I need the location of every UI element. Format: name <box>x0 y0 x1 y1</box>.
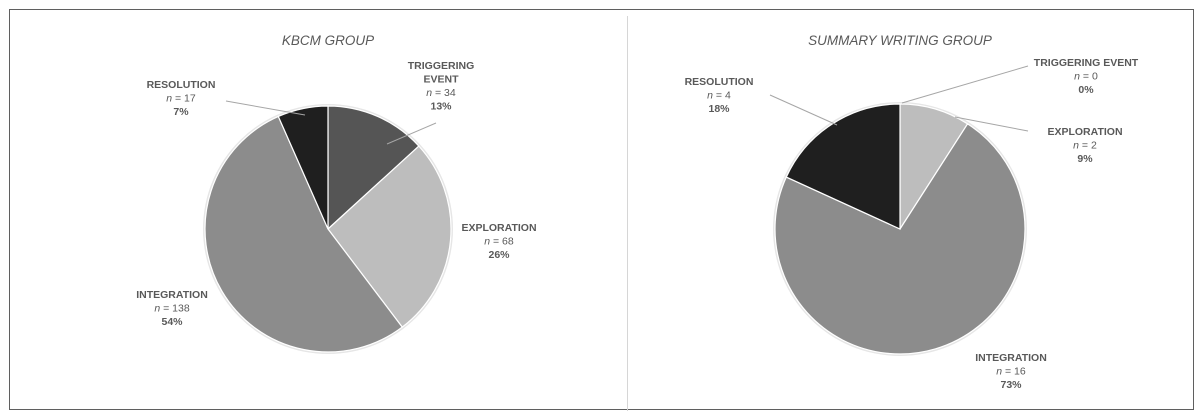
slice-category-label: TRIGGERING EVENT <box>1034 57 1139 69</box>
slice-label: RESOLUTION n = 418% <box>685 76 754 115</box>
n-value: = 17 <box>172 93 196 105</box>
n-symbol: n <box>996 366 1002 378</box>
slice-category-label: INTEGRATION <box>975 352 1047 364</box>
slice-percent-label: 9% <box>1077 153 1093 165</box>
summary-writing-pie-chart: SUMMARY WRITING GROUP TRIGGERING EVENT n =… <box>685 33 1139 391</box>
slice-percent-label: 18% <box>708 103 730 115</box>
slice-category-label: TRIGGERING <box>408 60 475 72</box>
slice-category-label: RESOLUTION <box>685 76 754 88</box>
n-symbol: n <box>166 93 172 105</box>
n-value: = 138 <box>160 303 190 315</box>
slice-category-label: INTEGRATION <box>136 289 208 301</box>
slice-percent-label: 7% <box>173 106 189 118</box>
pie-slice-triggering-event <box>327 105 420 231</box>
slice-count-label: n = 0 <box>1074 71 1098 83</box>
leader-line <box>769 94 838 126</box>
pie-slice-integration <box>204 115 404 353</box>
panel-divider <box>627 16 628 411</box>
slice-percent-label: 73% <box>1000 379 1022 391</box>
chart-title: KBCM GROUP <box>282 33 374 48</box>
n-value: = 2 <box>1079 140 1097 152</box>
chart-title: SUMMARY WRITING GROUP <box>808 33 992 48</box>
slice-category-label: EXPLORATION <box>1047 126 1122 138</box>
slice-count-label: n = 2 <box>1073 140 1097 152</box>
n-symbol: n <box>1074 71 1080 83</box>
n-value: = 4 <box>713 90 731 102</box>
leader-line <box>954 116 1029 132</box>
leader-line <box>386 122 437 145</box>
slice-category-label: EXPLORATION <box>461 222 536 234</box>
pie-slice-exploration <box>327 145 452 328</box>
n-value: = 16 <box>1002 366 1026 378</box>
slice-category-label: RESOLUTION <box>147 79 216 91</box>
leader-line <box>901 65 1029 104</box>
slice-label: EXPLORATION n = 29% <box>1047 126 1122 165</box>
slice-label: TRIGGERING EVENT n = 00% <box>1034 57 1139 96</box>
slice-percent-label: 13% <box>430 101 452 113</box>
pie-slice-integration <box>774 123 1026 355</box>
n-symbol: n <box>426 87 432 99</box>
slice-count-label: n = 138 <box>154 303 189 315</box>
n-value: = 34 <box>432 87 456 99</box>
n-value: = 0 <box>1080 71 1098 83</box>
slice-percent-label: 54% <box>161 316 183 328</box>
slice-category-label: EVENT <box>423 74 459 86</box>
n-symbol: n <box>484 236 490 248</box>
slice-count-label: n = 68 <box>484 236 514 248</box>
n-symbol: n <box>707 90 713 102</box>
n-symbol: n <box>154 303 160 315</box>
pie-slice-resolution <box>277 105 329 230</box>
n-value: = 68 <box>490 236 514 248</box>
slice-count-label: n = 34 <box>426 87 456 99</box>
slice-count-label: n = 17 <box>166 93 196 105</box>
slice-count-label: n = 16 <box>996 366 1026 378</box>
slice-percent-label: 0% <box>1078 84 1094 96</box>
slice-percent-label: 26% <box>488 249 510 261</box>
slice-count-label: n = 4 <box>707 90 731 102</box>
n-symbol: n <box>1073 140 1079 152</box>
pie-slice-resolution <box>785 103 901 230</box>
slice-label: RESOLUTION n = 177% <box>147 79 216 118</box>
leader-line <box>225 100 306 116</box>
